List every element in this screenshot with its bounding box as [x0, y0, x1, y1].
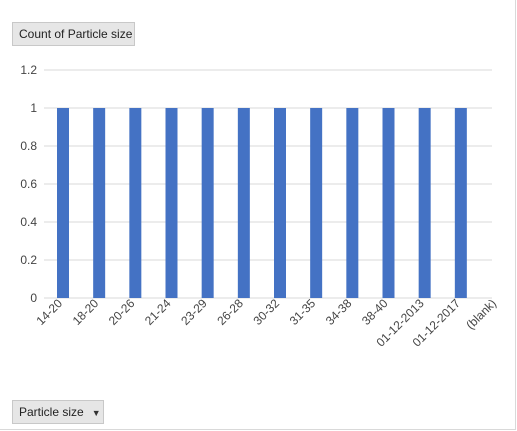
bar[interactable]	[382, 108, 395, 298]
values-field-button[interactable]: Count of Particle size	[12, 22, 135, 46]
x-tick-label: 30-32	[251, 296, 283, 328]
x-tick-label: 18-20	[70, 296, 102, 328]
y-tick-label: 0.4	[20, 215, 37, 229]
axis-field-button[interactable]: Particle size ▼	[12, 400, 104, 424]
x-tick-label: (blank)	[463, 296, 499, 332]
y-tick-label: 0	[30, 291, 37, 305]
bar[interactable]	[454, 108, 467, 298]
x-tick-label: 21-24	[142, 296, 174, 328]
x-tick-label: 38-40	[359, 296, 391, 328]
y-tick-label: 0.2	[20, 253, 37, 267]
x-tick-label: 34-38	[323, 296, 355, 328]
bar[interactable]	[93, 108, 106, 298]
x-tick-label: 20-26	[106, 296, 138, 328]
bar[interactable]	[237, 108, 250, 298]
x-tick-label: 23-29	[178, 296, 210, 328]
bar[interactable]	[418, 108, 431, 298]
bar[interactable]	[201, 108, 214, 298]
bar[interactable]	[57, 108, 69, 298]
dropdown-arrow-icon[interactable]: ▼	[91, 408, 101, 418]
x-tick-label: 31-35	[287, 296, 319, 328]
axis-field-label: Particle size	[19, 405, 84, 419]
values-field-label: Count of Particle size	[19, 27, 133, 41]
x-tick-label: 26-28	[214, 296, 246, 328]
y-tick-label: 1.2	[20, 63, 37, 77]
bar[interactable]	[165, 108, 178, 298]
bar[interactable]	[129, 108, 142, 298]
bar[interactable]	[274, 108, 286, 298]
bar[interactable]	[310, 108, 323, 298]
bar[interactable]	[346, 108, 359, 298]
y-tick-label: 0.8	[20, 139, 37, 153]
x-tick-label: 14-20	[34, 296, 66, 328]
y-tick-label: 1	[30, 101, 37, 115]
y-tick-label: 0.6	[20, 177, 37, 191]
